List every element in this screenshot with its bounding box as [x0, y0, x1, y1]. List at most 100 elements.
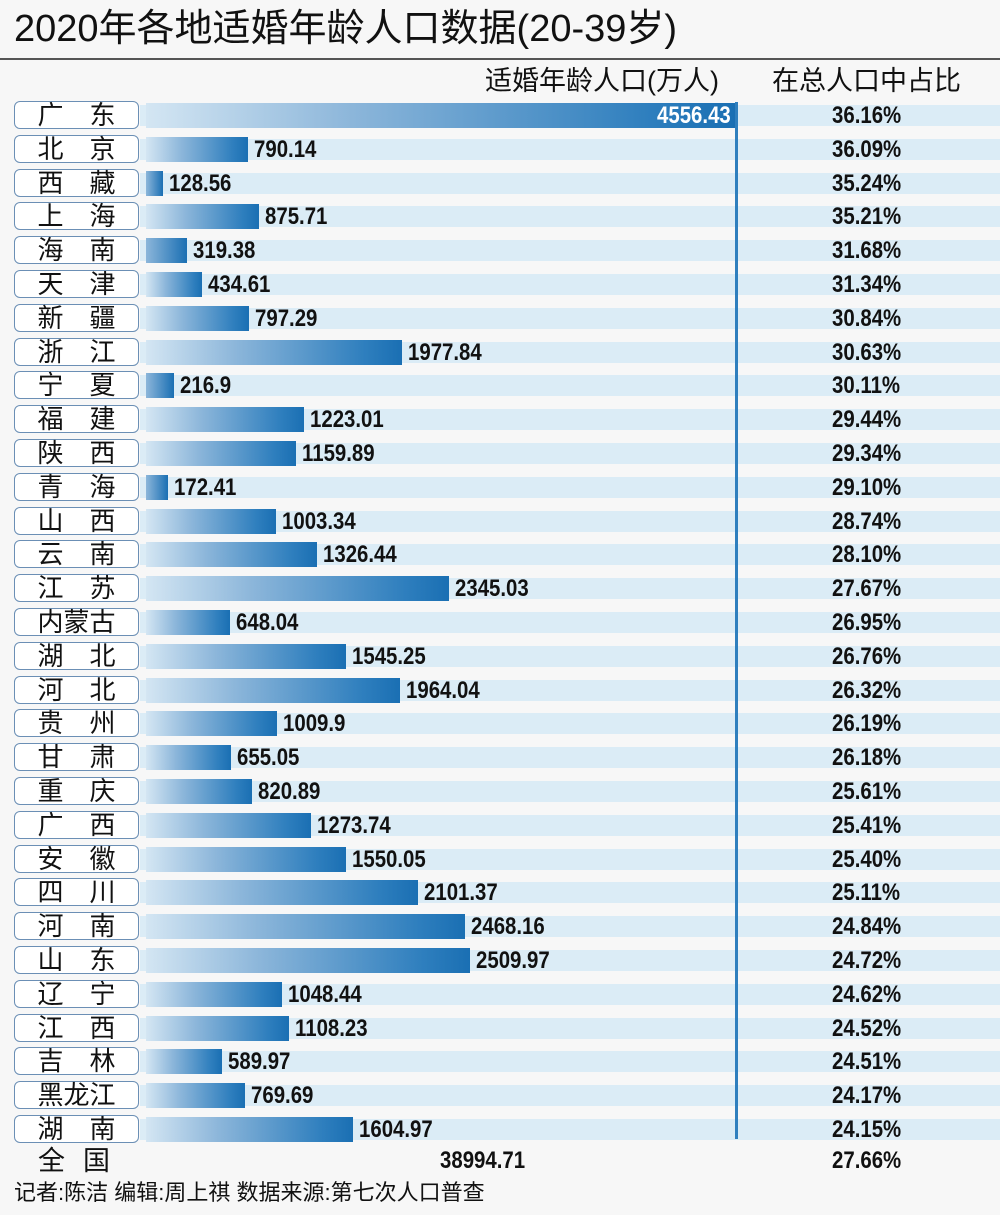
- bar-value-label: 655.05: [236, 744, 300, 772]
- chart-row: 新 疆 797.29 30.84%: [0, 302, 1000, 336]
- share-value: 29.44%: [832, 406, 902, 434]
- share-value: 25.40%: [832, 845, 902, 873]
- row-stripe: [140, 1085, 1000, 1107]
- chart-row: 云 南 1326.44 28.10%: [0, 538, 1000, 572]
- share-value: 24.52%: [832, 1014, 902, 1042]
- bar: [146, 846, 347, 872]
- bar: [146, 981, 282, 1007]
- region-label: 山 东: [14, 946, 139, 974]
- row-stripe: [140, 1119, 1000, 1140]
- row-stripe: [140, 645, 1000, 667]
- chart-row: 湖 南 1604.97 24.15%: [0, 1113, 1000, 1147]
- bar-value-label: 434.61: [208, 271, 271, 298]
- chart-row: 广 西 1273.74 25.41%: [0, 809, 1000, 843]
- share-value: 26.76%: [832, 642, 902, 670]
- bar-value-label: 2101.37: [423, 879, 498, 907]
- bar-value-label: 875.71: [265, 203, 328, 231]
- bar-value-label: 1550.05: [352, 845, 427, 873]
- share-value: 25.41%: [832, 811, 902, 839]
- max-reference-line: [735, 102, 738, 1139]
- row-stripe: [140, 544, 1000, 566]
- region-label: 甘 肃: [14, 743, 139, 772]
- bar-value-label: 128.56: [168, 169, 232, 197]
- bar: [146, 711, 277, 737]
- chart-row: 内蒙古 648.04 26.95%: [0, 606, 1000, 640]
- bar-value-label: 1223.01: [310, 406, 384, 434]
- bar: [146, 677, 400, 703]
- bar: [146, 576, 450, 602]
- row-stripe: [140, 612, 1000, 633]
- chart-row: 西 藏 128.56 35.24%: [0, 167, 1000, 201]
- bar-value-label: 589.97: [228, 1048, 291, 1076]
- row-stripe: [140, 1017, 1000, 1039]
- share-value: 28.10%: [832, 541, 902, 569]
- bar: [146, 441, 296, 466]
- row-stripe: [140, 814, 1000, 836]
- bar: [146, 373, 175, 399]
- chart-row: 吉 林 589.97 24.51%: [0, 1045, 1000, 1079]
- region-label: 河 北: [14, 675, 139, 704]
- row-stripe: [140, 375, 1000, 397]
- chart-row: 天 津 434.61 31.34%: [0, 268, 1000, 302]
- region-label: 陕 西: [14, 439, 139, 467]
- region-label: 江 西: [14, 1013, 139, 1042]
- chart-row: 福 建 1223.01 29.44%: [0, 403, 1000, 437]
- row-stripe: [140, 713, 1000, 735]
- chart-row: 湖 北 1545.25 26.76%: [0, 640, 1000, 674]
- share-value: 36.16%: [832, 102, 902, 129]
- chart-row: 四 川 2101.37 25.11%: [0, 876, 1000, 910]
- row-stripe: [140, 172, 1000, 194]
- bar: [146, 170, 163, 196]
- row-stripe: [140, 747, 1000, 769]
- chart-row: 辽 宁 1048.44 24.62%: [0, 978, 1000, 1012]
- share-value: 35.21%: [832, 203, 902, 231]
- share-value: 26.95%: [832, 609, 902, 636]
- region-label: 宁 夏: [14, 371, 139, 400]
- region-label: 辽 宁: [14, 979, 139, 1008]
- chart-title: 2020年各地适婚年龄人口数据(20-39岁): [14, 8, 678, 50]
- bar-value-label: 1326.44: [323, 541, 398, 569]
- share-value: 24.62%: [832, 980, 902, 1008]
- region-label: 四 川: [14, 878, 139, 907]
- chart-row: 重 庆 820.89 25.61%: [0, 775, 1000, 809]
- bar-value-label: 319.38: [193, 237, 256, 265]
- row-stripe: [140, 510, 1000, 532]
- share-value: 27.67%: [832, 575, 902, 603]
- bar: [146, 812, 311, 838]
- bar-value-label: 1604.97: [359, 1116, 434, 1143]
- row-stripe: [140, 274, 1000, 295]
- row-stripe: [140, 1051, 1000, 1073]
- share-value: 25.61%: [832, 778, 902, 805]
- region-label: 北 京: [14, 134, 139, 163]
- chart-row: 江 苏 2345.03 27.67%: [0, 572, 1000, 606]
- bar: [146, 508, 276, 534]
- region-label: 青 海: [14, 472, 139, 501]
- chart-row: 河 北 1964.04 26.32%: [0, 674, 1000, 708]
- bar-value-label: 790.14: [254, 135, 317, 163]
- region-label: 内蒙古: [14, 608, 139, 636]
- bar: [146, 238, 188, 264]
- share-value: 28.74%: [832, 507, 902, 535]
- bar-value-label: 1159.89: [301, 440, 375, 467]
- bar-value-label: 769.69: [251, 1082, 314, 1110]
- region-label: 天 津: [14, 270, 139, 298]
- chart-row: 宁 夏 216.9 30.11%: [0, 369, 1000, 403]
- chart-row: 河 南 2468.16 24.84%: [0, 910, 1000, 944]
- share-value: 24.84%: [832, 913, 902, 941]
- bar-value-label: 1009.9: [282, 710, 345, 738]
- share-value: 35.24%: [832, 169, 902, 197]
- chart-row: 广 东 4556.43 36.16%: [0, 99, 1000, 133]
- row-stripe: [140, 983, 1000, 1005]
- bar-value-label: 1273.74: [316, 811, 391, 839]
- share-value: 24.72%: [832, 947, 902, 974]
- row-stripe: [140, 443, 1000, 464]
- bar-value-label: 648.04: [235, 609, 299, 636]
- bar: [146, 1015, 290, 1041]
- total-share: 27.66%: [832, 1147, 902, 1174]
- bar-value-label: 4556.43: [657, 102, 731, 129]
- bar-value-label: 2509.97: [476, 947, 551, 974]
- header-population: 适婚年龄人口(万人): [485, 66, 719, 96]
- bar-value-label: 820.89: [258, 778, 321, 805]
- chart-row: 江 西 1108.23 24.52%: [0, 1012, 1000, 1046]
- row-stripe: [140, 240, 1000, 262]
